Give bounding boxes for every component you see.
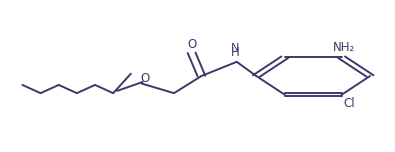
Text: NH₂: NH₂ xyxy=(333,41,355,54)
Text: N: N xyxy=(231,43,239,53)
Text: Cl: Cl xyxy=(344,97,355,110)
Text: H: H xyxy=(230,46,239,59)
Text: O: O xyxy=(187,38,196,51)
Text: O: O xyxy=(141,72,150,85)
